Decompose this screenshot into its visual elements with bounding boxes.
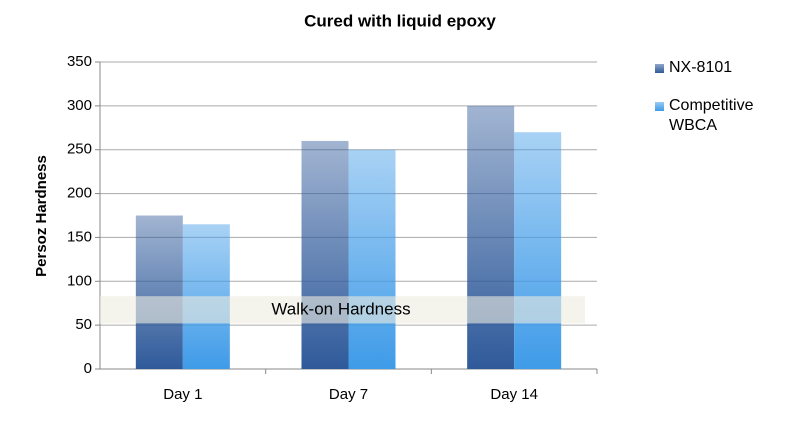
y-tick-label: 100 [67, 272, 92, 289]
legend-swatch [655, 102, 664, 111]
y-tick-label: 50 [75, 316, 92, 333]
legend-swatch [655, 64, 664, 73]
bar [348, 149, 396, 369]
legend-label: Competitive WBCA [669, 97, 754, 134]
y-tick-label: 200 [67, 185, 92, 202]
y-axis-label: Persoz Hardness [33, 155, 50, 277]
bar [467, 105, 515, 369]
annotation-label: Walk-on Hardness [271, 299, 410, 318]
y-tick-label: 0 [84, 360, 92, 377]
annotation-band [100, 296, 585, 324]
bar [135, 215, 183, 369]
legend-item: Competitive WBCA [655, 96, 795, 136]
chart-title: Cured with liquid epoxy [304, 11, 496, 30]
legend-label: NX-8101 [669, 59, 733, 76]
y-tick-label: 350 [67, 53, 92, 70]
y-tick-label: 300 [67, 97, 92, 114]
y-tick-label: 250 [67, 141, 92, 158]
x-tick-label: Day 7 [329, 386, 368, 403]
x-tick-label: Day 14 [490, 386, 538, 403]
legend-item: NX-8101 [655, 58, 795, 78]
x-tick-label: Day 1 [163, 386, 202, 403]
bar [301, 140, 349, 369]
bar [514, 132, 562, 369]
legend: NX-8101 Competitive WBCA [655, 58, 795, 154]
y-tick-label: 150 [67, 228, 92, 245]
